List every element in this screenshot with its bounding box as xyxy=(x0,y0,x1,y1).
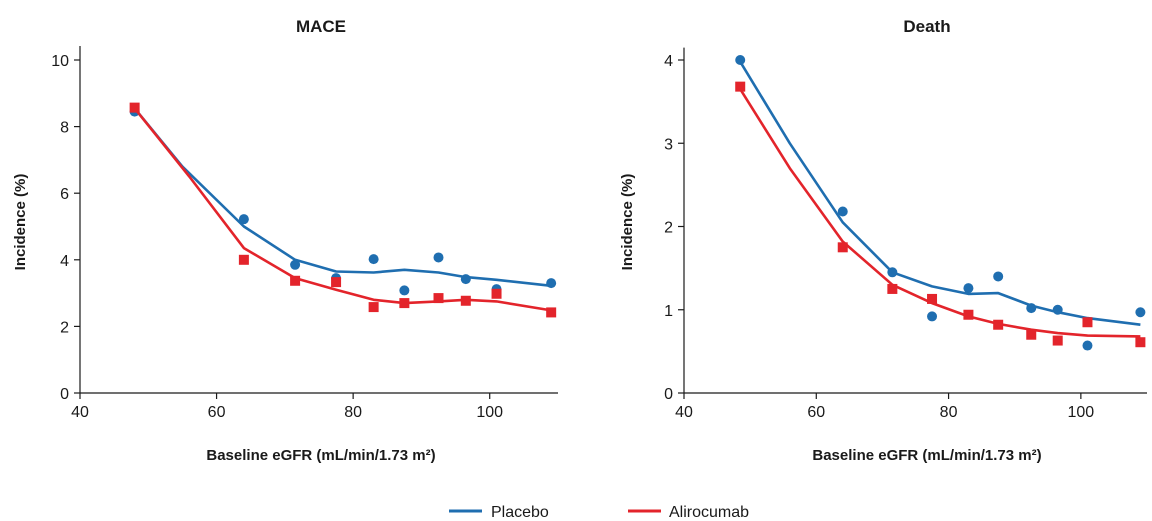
y-tick-label: 4 xyxy=(664,53,673,70)
x-axis-label: Baseline eGFR (mL/min/1.73 m²) xyxy=(206,447,435,464)
data-point-placebo xyxy=(399,285,410,296)
data-point-alirocumab xyxy=(963,309,974,320)
data-point-placebo xyxy=(460,274,471,285)
data-point-alirocumab xyxy=(837,242,848,253)
y-tick-label: 4 xyxy=(60,253,69,270)
y-tick-label: 1 xyxy=(664,303,673,320)
data-point-alirocumab xyxy=(290,275,301,286)
y-tick-label: 0 xyxy=(60,386,69,403)
data-point-placebo xyxy=(433,252,444,263)
data-point-placebo xyxy=(837,206,848,217)
chart-title: MACE xyxy=(296,17,346,36)
data-point-alirocumab xyxy=(1135,337,1146,348)
x-tick-label: 40 xyxy=(675,404,693,421)
data-point-alirocumab xyxy=(460,295,471,306)
y-axis-label: Incidence (%) xyxy=(619,174,636,271)
data-point-alirocumab xyxy=(1026,329,1037,340)
data-point-alirocumab xyxy=(331,277,342,288)
data-point-placebo xyxy=(927,311,938,322)
y-tick-label: 2 xyxy=(60,319,69,336)
data-point-placebo xyxy=(290,259,301,270)
legend: Placebo Alirocumab xyxy=(449,504,749,521)
data-point-alirocumab xyxy=(993,319,1004,330)
chart-panel-mace: MACE Incidence (%) Baseline eGFR (mL/min… xyxy=(12,17,558,464)
data-point-placebo xyxy=(1082,340,1093,351)
y-tick-label: 10 xyxy=(51,53,69,70)
data-point-placebo xyxy=(963,283,974,294)
data-point-placebo xyxy=(1026,303,1037,314)
x-axis-label: Baseline eGFR (mL/min/1.73 m²) xyxy=(812,447,1041,464)
chart-title: Death xyxy=(903,17,950,36)
data-point-alirocumab xyxy=(433,293,444,304)
x-tick-label: 40 xyxy=(71,404,89,421)
data-point-placebo xyxy=(993,271,1004,282)
trend-line-placebo xyxy=(133,107,552,288)
data-point-placebo xyxy=(887,267,898,278)
data-point-alirocumab xyxy=(927,293,938,304)
data-point-placebo xyxy=(368,254,379,265)
data-point-placebo xyxy=(546,278,557,289)
data-point-alirocumab xyxy=(1082,317,1093,328)
legend-label-placebo: Placebo xyxy=(491,504,549,521)
data-point-placebo xyxy=(1135,307,1146,318)
trend-line-placebo xyxy=(739,61,1141,326)
x-tick-label: 100 xyxy=(1068,404,1095,421)
data-point-alirocumab xyxy=(129,102,140,113)
trend-line-alirocumab xyxy=(133,107,552,312)
x-tick-label: 60 xyxy=(208,404,226,421)
data-point-alirocumab xyxy=(887,283,898,294)
x-tick-label: 80 xyxy=(940,404,958,421)
x-tick-label: 80 xyxy=(344,404,362,421)
data-point-placebo xyxy=(735,55,746,65)
data-point-alirocumab xyxy=(399,298,410,309)
data-point-placebo xyxy=(1052,304,1063,315)
data-point-alirocumab xyxy=(238,254,249,265)
x-tick-label: 100 xyxy=(476,404,503,421)
legend-label-alirocumab: Alirocumab xyxy=(669,504,749,521)
y-tick-label: 0 xyxy=(664,386,673,403)
trend-line-alirocumab xyxy=(739,88,1141,338)
data-point-alirocumab xyxy=(735,81,746,92)
y-axis-label: Incidence (%) xyxy=(12,174,29,271)
chart-panel-death: Death Incidence (%) Baseline eGFR (mL/mi… xyxy=(619,17,1147,464)
y-tick-label: 3 xyxy=(664,136,673,153)
y-tick-label: 6 xyxy=(60,186,69,203)
data-point-alirocumab xyxy=(1052,335,1063,346)
data-point-alirocumab xyxy=(491,288,502,299)
x-tick-label: 60 xyxy=(807,404,825,421)
y-tick-label: 2 xyxy=(664,220,673,237)
y-tick-label: 8 xyxy=(60,120,69,137)
data-point-alirocumab xyxy=(546,307,557,318)
data-point-alirocumab xyxy=(368,302,379,313)
data-point-placebo xyxy=(238,214,249,225)
